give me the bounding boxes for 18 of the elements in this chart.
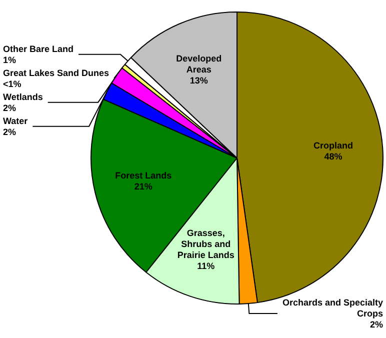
data-label: 21% xyxy=(134,182,152,192)
slice-label: Wetlands xyxy=(3,92,43,102)
slice-label: Grasses, Shrubs and Prairie Lands xyxy=(177,228,234,260)
data-label: <1% xyxy=(3,78,22,89)
slice-label: Other Bare Land xyxy=(3,44,74,54)
slice-label: Water xyxy=(3,116,28,126)
slice-label: Orchards and Specialty Crops xyxy=(282,298,383,319)
data-label: 13% xyxy=(190,75,208,86)
data-label: 2% xyxy=(370,320,383,330)
data-label: 48% xyxy=(324,152,342,162)
slice-label: Forest Lands xyxy=(115,170,172,181)
data-label: 11% xyxy=(197,260,215,271)
slice-label: Cropland xyxy=(313,140,353,151)
slice-label: Developed Areas xyxy=(176,53,222,74)
data-label: 2% xyxy=(3,126,16,137)
slice-label: Great Lakes Sand Dunes xyxy=(3,68,110,78)
data-label: 1% xyxy=(3,54,16,65)
data-label: 2% xyxy=(3,102,16,113)
